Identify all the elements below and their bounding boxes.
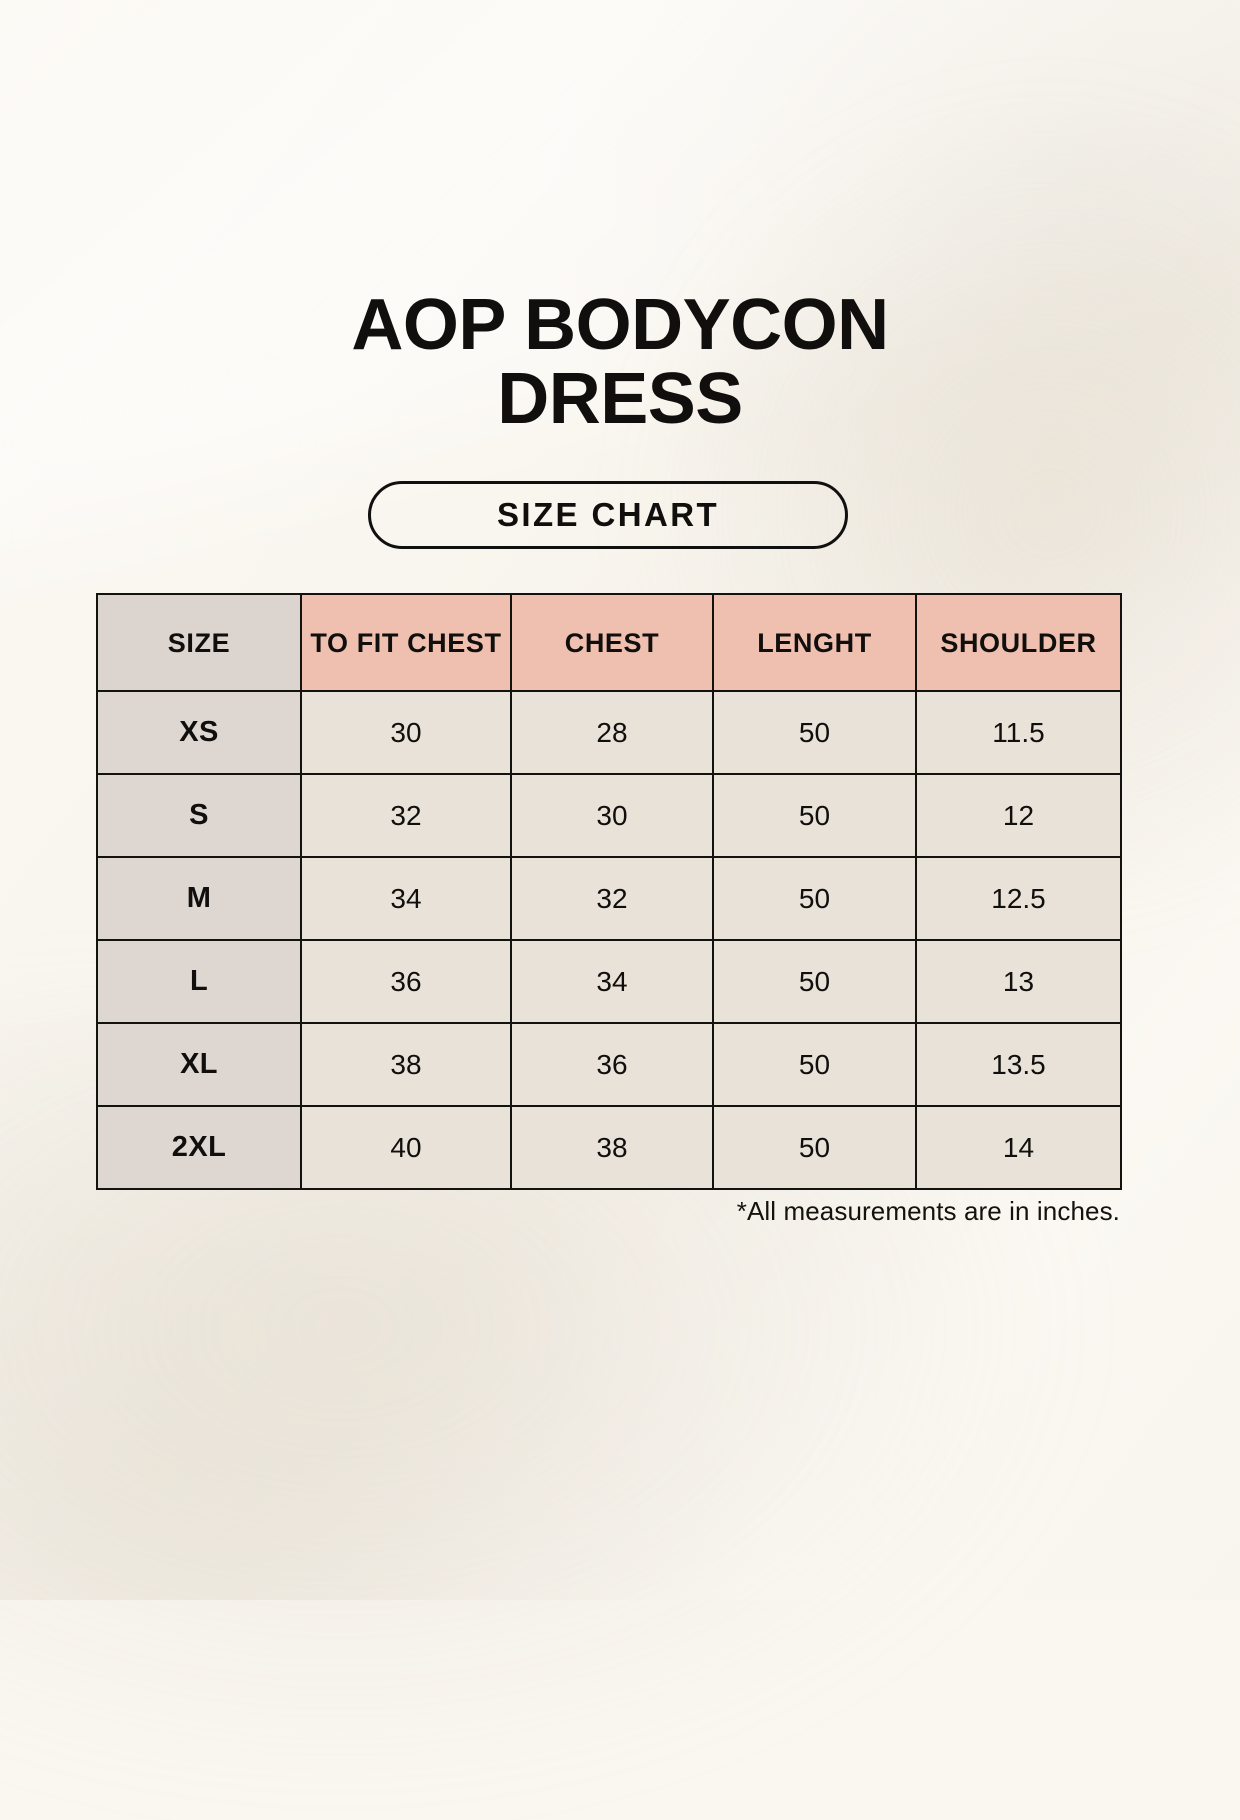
cell-shoulder: 13.5	[915, 1022, 1122, 1107]
cell-size: 2XL	[96, 1105, 302, 1190]
cell-shoulder: 13	[915, 939, 1122, 1024]
cell-to-fit-chest: 40	[300, 1105, 512, 1190]
size-chart-badge-label: SIZE CHART	[497, 496, 719, 533]
page-title-line-2: DRESS	[497, 359, 743, 439]
cell-chest: 34	[510, 939, 714, 1024]
cell-chest: 32	[510, 856, 714, 941]
cell-shoulder: 12.5	[915, 856, 1122, 941]
cell-lenght: 50	[712, 939, 917, 1024]
measurement-note: *All measurements are in inches.	[736, 1196, 1120, 1226]
cell-chest: 30	[510, 773, 714, 858]
cell-to-fit-chest: 30	[300, 690, 512, 775]
table-row: L 36 34 50 13	[96, 939, 1122, 1024]
cell-shoulder: 12	[915, 773, 1122, 858]
cell-chest: 36	[510, 1022, 714, 1107]
cell-to-fit-chest: 34	[300, 856, 512, 941]
table-header: SIZE TO FIT CHEST CHEST LENGHT SHOULDER	[96, 593, 1122, 692]
size-chart-table: SIZE TO FIT CHEST CHEST LENGHT SHOULDER …	[96, 593, 1122, 1190]
table-row: S 32 30 50 12	[96, 773, 1122, 858]
table-row: M 34 32 50 12.5	[96, 856, 1122, 941]
cell-lenght: 50	[712, 1022, 917, 1107]
cell-lenght: 50	[712, 856, 917, 941]
cell-chest: 28	[510, 690, 714, 775]
cell-lenght: 50	[712, 773, 917, 858]
column-header-shoulder: SHOULDER	[915, 593, 1122, 692]
table-row: XS 30 28 50 11.5	[96, 690, 1122, 775]
cell-to-fit-chest: 36	[300, 939, 512, 1024]
cell-chest: 38	[510, 1105, 714, 1190]
cell-size: XL	[96, 1022, 302, 1107]
cell-size: M	[96, 856, 302, 941]
cell-to-fit-chest: 38	[300, 1022, 512, 1107]
column-header-chest: CHEST	[510, 593, 714, 692]
cell-lenght: 50	[712, 690, 917, 775]
column-header-to-fit-chest: TO FIT CHEST	[300, 593, 512, 692]
column-header-lenght: LENGHT	[712, 593, 917, 692]
page-title-line-1: AOP BODYCON	[351, 285, 889, 365]
table-row: XL 38 36 50 13.5	[96, 1022, 1122, 1107]
cell-lenght: 50	[712, 1105, 917, 1190]
cell-to-fit-chest: 32	[300, 773, 512, 858]
column-header-size: SIZE	[96, 593, 302, 692]
cell-shoulder: 11.5	[915, 690, 1122, 775]
cell-size: L	[96, 939, 302, 1024]
page-title: AOP BODYCON DRESS	[120, 288, 1120, 436]
size-chart-badge: SIZE CHART	[368, 481, 848, 549]
table-body: XS 30 28 50 11.5 S 32 30 50 12 M 34 32 50 12.5 L 36 34 50 1…	[96, 690, 1122, 1190]
cell-shoulder: 14	[915, 1105, 1122, 1190]
cell-size: XS	[96, 690, 302, 775]
cell-size: S	[96, 773, 302, 858]
table-header-row: SIZE TO FIT CHEST CHEST LENGHT SHOULDER	[96, 593, 1122, 692]
table-row: 2XL 40 38 50 14	[96, 1105, 1122, 1190]
